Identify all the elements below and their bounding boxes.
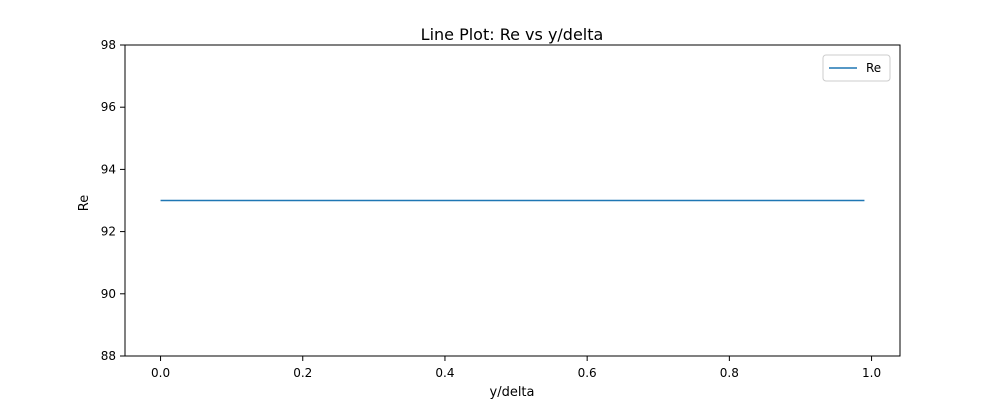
y-tick-label: 98 <box>101 38 116 52</box>
x-tick-label: 0.0 <box>151 366 170 380</box>
x-tick-label: 0.6 <box>578 366 597 380</box>
x-axis-label: y/delta <box>490 385 535 400</box>
x-tick-label: 0.4 <box>435 366 454 380</box>
plot-area: 0.0 0.2 0.4 0.6 0.8 1.0 88 90 92 94 96 98 <box>101 38 901 380</box>
x-tick-label: 0.8 <box>720 366 739 380</box>
y-tick-label: 88 <box>101 349 116 363</box>
chart-title: Line Plot: Re vs y/delta <box>421 25 604 44</box>
legend: Re <box>822 54 891 82</box>
y-tick-label: 90 <box>101 287 116 301</box>
axes-frame <box>124 44 901 357</box>
y-tick-label: 92 <box>101 225 116 239</box>
y-tick-label: 96 <box>101 100 116 114</box>
x-tick-label: 1.0 <box>862 366 881 380</box>
y-axis-label: Re <box>77 195 92 211</box>
legend-label: Re <box>866 61 881 75</box>
x-tick-label: 0.2 <box>293 366 312 380</box>
y-tick-label: 94 <box>101 162 116 176</box>
